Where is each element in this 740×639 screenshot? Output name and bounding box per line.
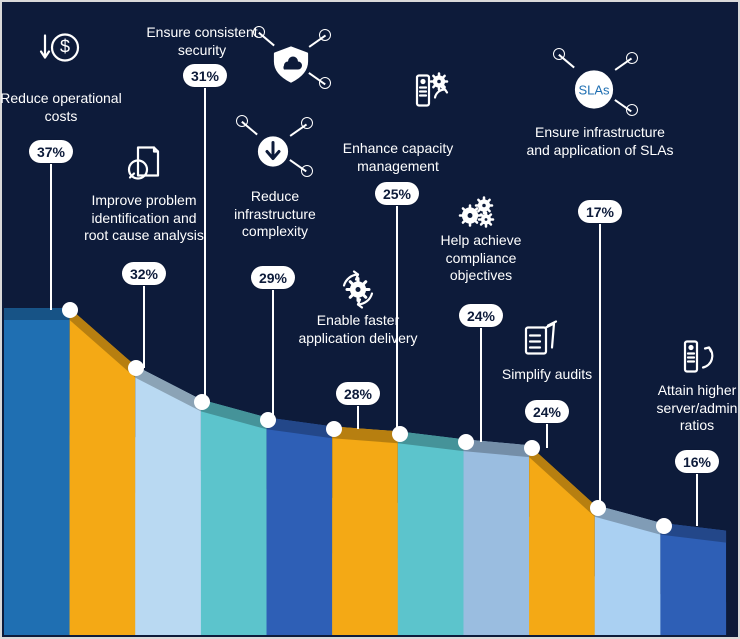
label-improve_problem: Improve problem identification and root … (79, 192, 209, 245)
label-slas: Ensure infrastructure and application of… (525, 124, 675, 159)
server-arrow-icon (675, 334, 719, 383)
connector-node (319, 29, 331, 41)
server-gear-icon (409, 68, 453, 117)
ridge-dot-reduce_costs (62, 302, 78, 318)
connector-node (301, 117, 313, 129)
gear-cycle-icon (336, 268, 380, 317)
ridge-dot-compliance (458, 434, 474, 450)
ridge-dot-ensure_security (194, 394, 210, 410)
label-reduce_complexity: Reduce infrastructure complexity (220, 188, 330, 241)
connector-node (253, 26, 265, 38)
percent-badge-compliance: 24% (459, 304, 503, 327)
percent-badge-slas: 17% (578, 200, 622, 223)
stem-simplify_audits (546, 424, 548, 448)
label-simplify_audits: Simplify audits (492, 366, 602, 384)
stem-ensure_security (204, 88, 206, 402)
ridge-dot-faster_delivery (326, 421, 342, 437)
stem-slas (599, 224, 601, 508)
connector-node (553, 48, 565, 60)
infographic-stage: 37% Reduce operational costs $32% Improve p… (0, 0, 740, 639)
connector-node (626, 52, 638, 64)
stem-reduce_complexity (272, 290, 274, 420)
ridge-dot-server_admin (656, 518, 672, 534)
percent-badge-ensure_security: 31% (183, 64, 227, 87)
percent-badge-simplify_audits: 24% (525, 400, 569, 423)
dollar-icon: $ (37, 28, 81, 77)
chart-area: 37%Reduce operational costs$32%Improve p… (4, 4, 736, 635)
svg-text:SLAs: SLAs (578, 83, 610, 98)
ridge-dot-simplify_audits (524, 440, 540, 456)
ridge-dot-slas (590, 500, 606, 516)
svg-text:$: $ (60, 37, 70, 57)
magnify-doc-icon (120, 142, 164, 191)
ridge-dot-improve_problem (128, 360, 144, 376)
slas-icon: SLAs (572, 68, 616, 117)
gears-icon (454, 190, 498, 239)
percent-badge-server_admin: 16% (675, 450, 719, 473)
stem-faster_delivery (357, 406, 359, 429)
stem-reduce_costs (50, 164, 52, 310)
label-capacity_mgmt: Enhance capacity management (323, 140, 473, 175)
percent-badge-improve_problem: 32% (122, 262, 166, 285)
label-ensure_security: Ensure consistent security (137, 24, 267, 59)
stem-server_admin (696, 474, 698, 526)
connector-node (626, 104, 638, 116)
connector-node (301, 165, 313, 177)
percent-badge-capacity_mgmt: 25% (375, 182, 419, 205)
label-reduce_costs: Reduce operational costs (0, 90, 126, 125)
checklist-icon (518, 318, 562, 367)
percent-badge-reduce_complexity: 29% (251, 266, 295, 289)
stem-improve_problem (143, 286, 145, 368)
connector-node (319, 77, 331, 89)
connector-node (236, 115, 248, 127)
ridge-dot-reduce_complexity (260, 412, 276, 428)
stem-capacity_mgmt (396, 206, 398, 434)
label-compliance: Help achieve compliance objectives (431, 232, 531, 285)
shield-icon (269, 42, 313, 91)
percent-badge-reduce_costs: 37% (29, 140, 73, 163)
label-faster_delivery: Enable faster application delivery (298, 312, 418, 347)
ridge-dot-capacity_mgmt (392, 426, 408, 442)
label-server_admin: Attain higher server/admin ratios (642, 382, 740, 435)
percent-badge-faster_delivery: 28% (336, 382, 380, 405)
stem-compliance (480, 328, 482, 442)
down-arrow-icon (251, 130, 295, 179)
